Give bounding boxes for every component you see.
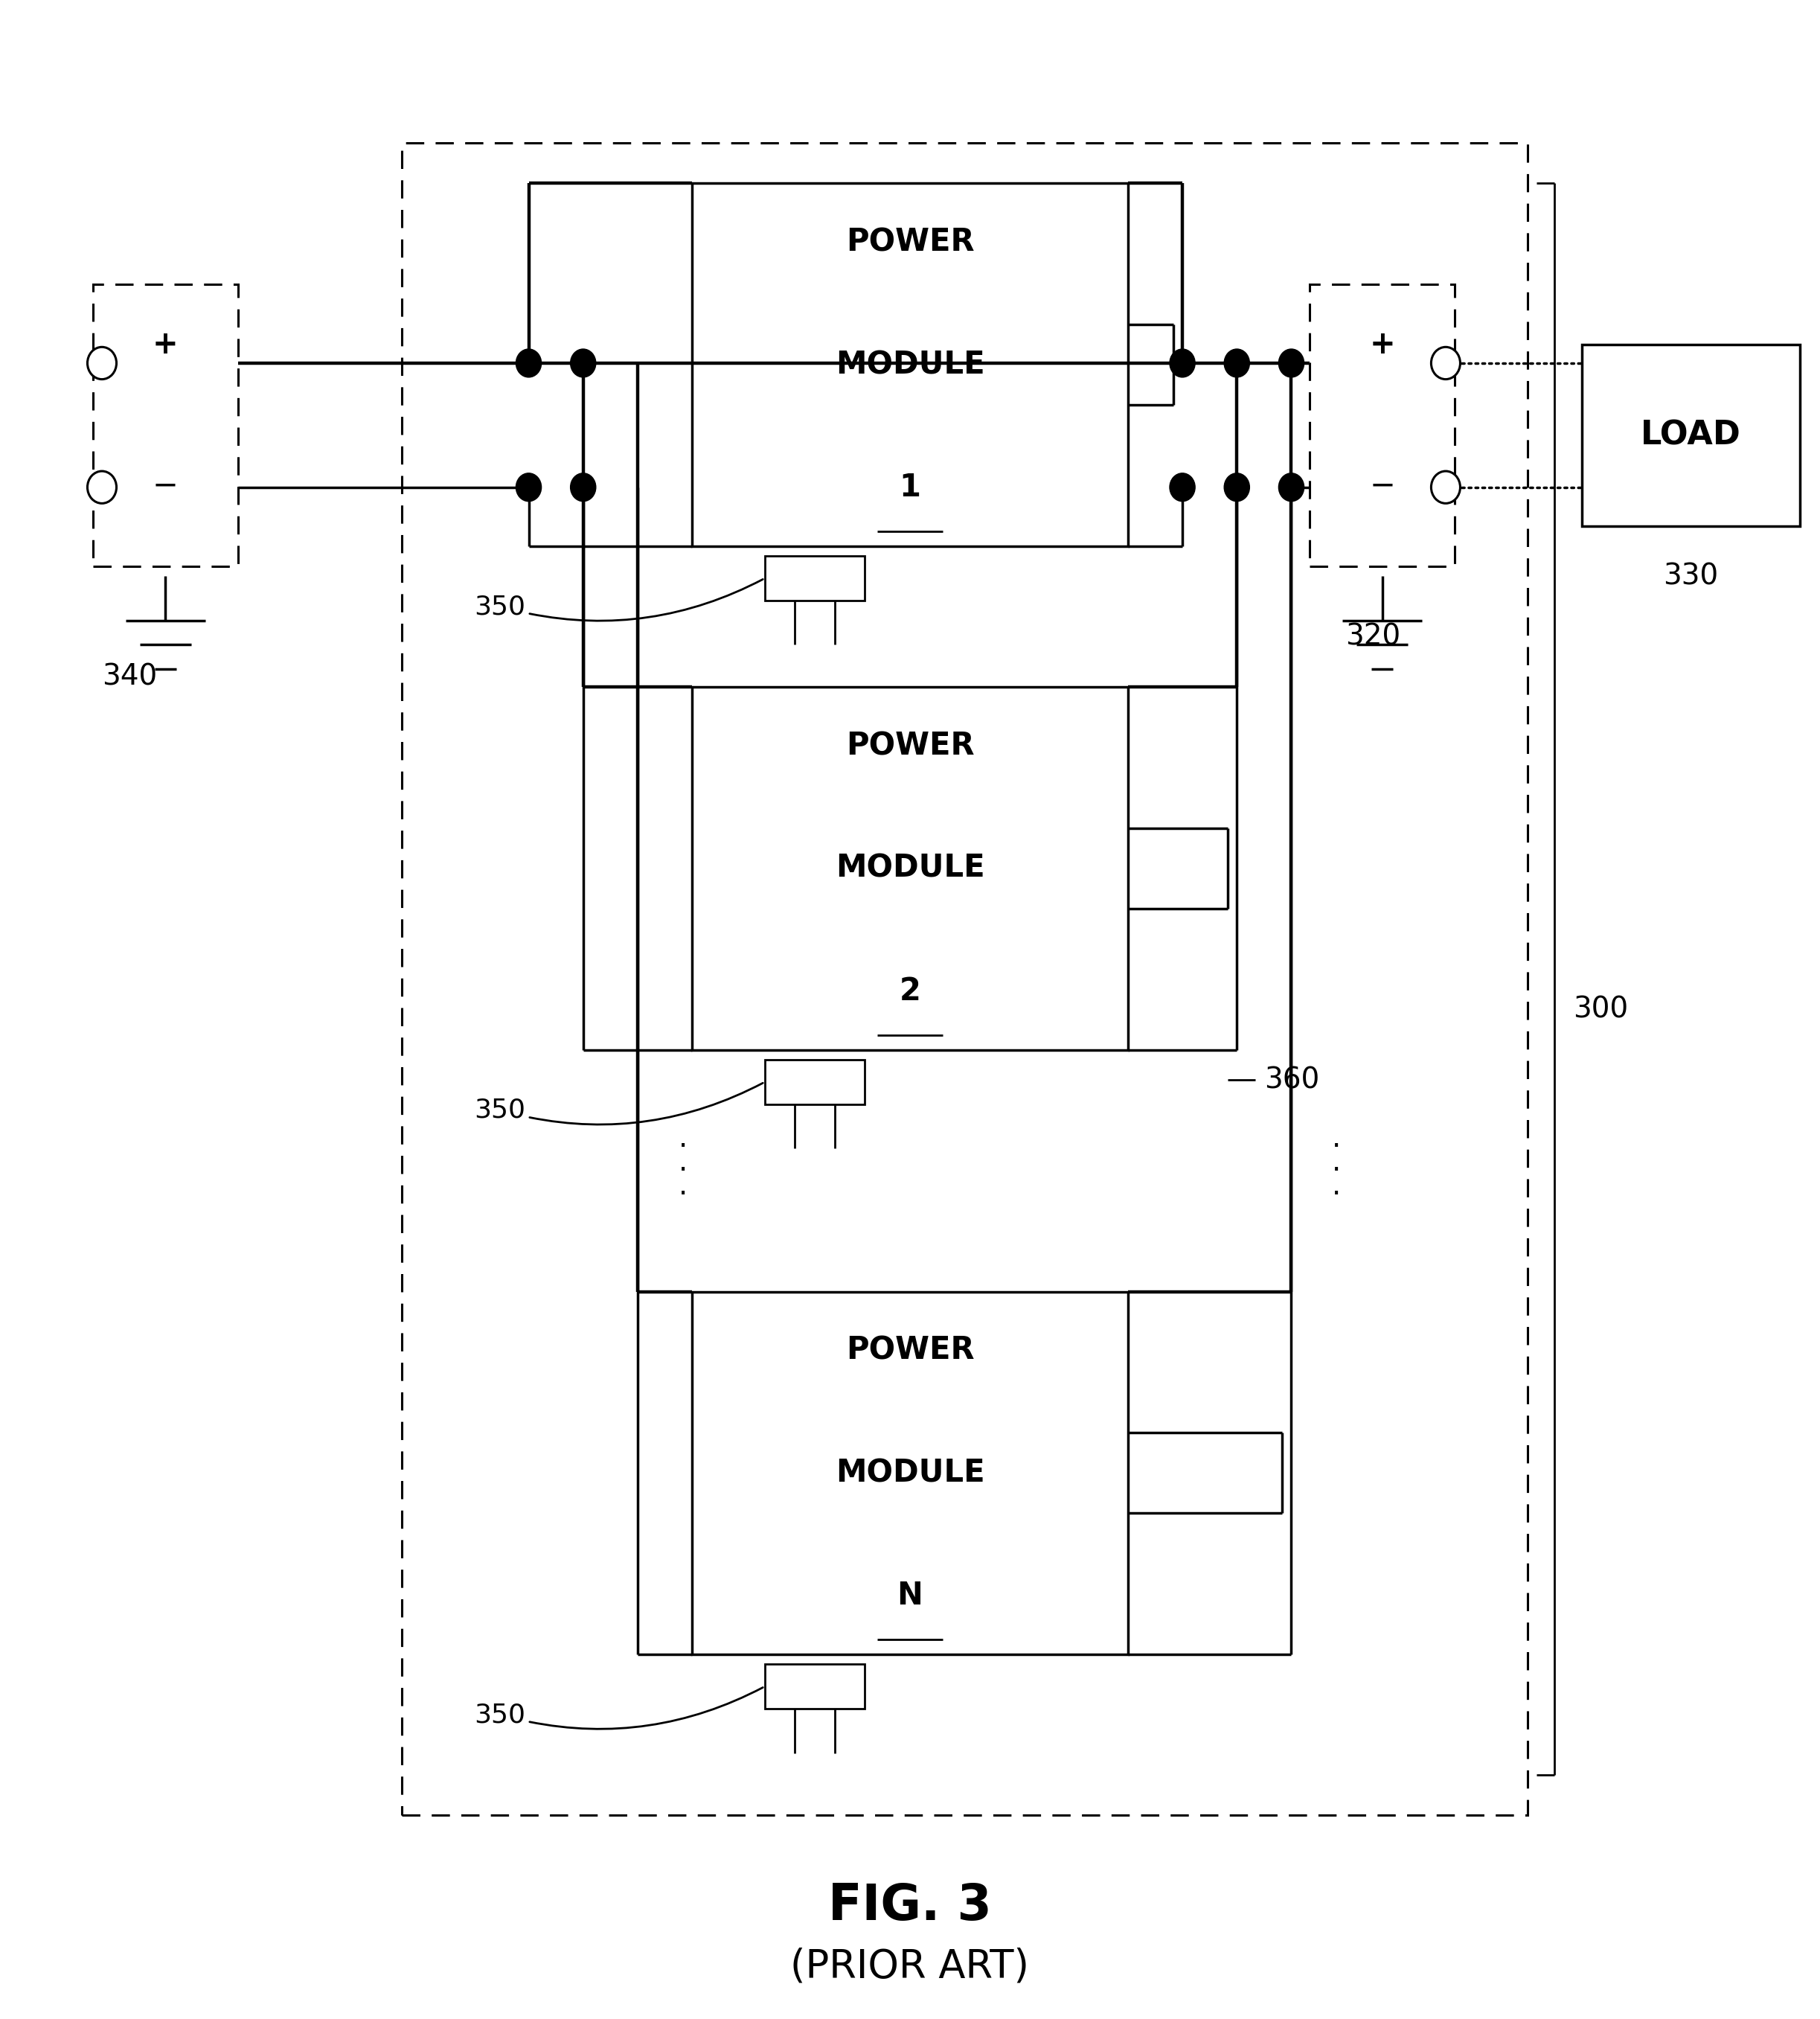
Text: 300: 300 bbox=[1572, 995, 1629, 1024]
Circle shape bbox=[515, 349, 541, 378]
Bar bbox=[764, 555, 864, 600]
Circle shape bbox=[1225, 472, 1250, 501]
Circle shape bbox=[1170, 349, 1196, 378]
Text: 1: 1 bbox=[899, 472, 921, 503]
Text: 350: 350 bbox=[475, 1082, 763, 1125]
Text: ·
·
·: · · · bbox=[1332, 1133, 1341, 1209]
Text: +: + bbox=[1369, 329, 1396, 359]
Circle shape bbox=[1170, 472, 1196, 501]
Text: POWER: POWER bbox=[846, 226, 974, 258]
Text: MODULE: MODULE bbox=[835, 1458, 985, 1488]
Bar bbox=[692, 184, 1128, 545]
Bar bbox=[692, 1292, 1128, 1654]
Text: −: − bbox=[153, 470, 178, 501]
Text: MODULE: MODULE bbox=[835, 852, 985, 884]
Text: 360: 360 bbox=[1265, 1066, 1319, 1094]
Circle shape bbox=[570, 472, 595, 501]
Text: POWER: POWER bbox=[846, 731, 974, 761]
Text: ·
·
·: · · · bbox=[679, 1133, 688, 1209]
Circle shape bbox=[1431, 470, 1460, 503]
Bar bbox=[764, 1060, 864, 1104]
Text: FIG. 3: FIG. 3 bbox=[828, 1882, 992, 1930]
Text: 330: 330 bbox=[1663, 561, 1718, 590]
Circle shape bbox=[1279, 472, 1305, 501]
Text: −: − bbox=[1369, 470, 1396, 501]
Text: N: N bbox=[897, 1579, 923, 1611]
Text: 350: 350 bbox=[475, 1688, 763, 1728]
Circle shape bbox=[87, 347, 116, 380]
Bar bbox=[692, 686, 1128, 1050]
Text: 350: 350 bbox=[475, 579, 763, 620]
Text: LOAD: LOAD bbox=[1640, 420, 1742, 452]
Bar bbox=[764, 1664, 864, 1708]
Circle shape bbox=[1279, 349, 1305, 378]
Text: 2: 2 bbox=[899, 975, 921, 1007]
Circle shape bbox=[570, 349, 595, 378]
Circle shape bbox=[515, 472, 541, 501]
Circle shape bbox=[1431, 347, 1460, 380]
Text: +: + bbox=[153, 329, 178, 359]
Text: 320: 320 bbox=[1345, 622, 1401, 650]
Text: MODULE: MODULE bbox=[835, 349, 985, 380]
Circle shape bbox=[87, 470, 116, 503]
Text: POWER: POWER bbox=[846, 1335, 974, 1367]
Text: 340: 340 bbox=[102, 662, 157, 690]
Text: (PRIOR ART): (PRIOR ART) bbox=[790, 1946, 1030, 1987]
Circle shape bbox=[1225, 349, 1250, 378]
Bar bbox=[1582, 345, 1800, 525]
